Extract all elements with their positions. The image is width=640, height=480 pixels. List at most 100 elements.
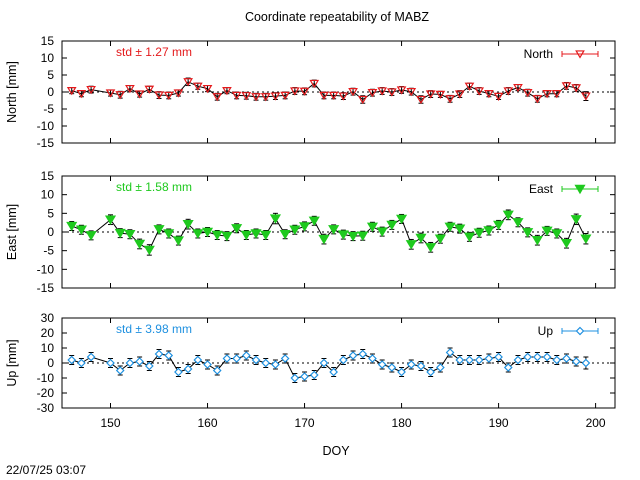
north-data-point [571, 84, 582, 93]
x-axis-label: DOY [322, 444, 350, 458]
east-data-point [386, 220, 398, 231]
east-data-point [580, 234, 592, 244]
north-data-point [212, 93, 223, 102]
east-data-point [541, 226, 553, 237]
east-y-tick-label: 5 [47, 206, 54, 220]
east-data-point [531, 236, 543, 246]
up-data-point [465, 355, 474, 365]
north-legend-marker [575, 50, 585, 59]
up-y-tick-label: 20 [41, 326, 55, 340]
east-data-point [522, 228, 534, 238]
east-data-point [337, 230, 349, 240]
north-data-point [338, 92, 349, 101]
east-data-point [308, 216, 320, 227]
up-data-point [125, 358, 135, 368]
up-legend-label: Up [538, 324, 554, 338]
up-data-point [300, 372, 309, 381]
east-data-point [279, 230, 291, 240]
panel-east: 15 10 5 0 -5 -10 -15 East [mm] std ± 1.58 mm East [5, 169, 616, 295]
up-data-point [397, 367, 406, 377]
chart-title: Coordinate repeatability of MABZ [245, 10, 429, 24]
east-data-point [75, 225, 87, 235]
up-data-point [494, 352, 503, 362]
east-y-tick-label: -5 [43, 244, 54, 258]
up-data-point [77, 358, 86, 368]
east-data-point [415, 233, 427, 244]
east-data-point [153, 225, 165, 235]
north-data-point [241, 92, 252, 101]
north-data-point [406, 88, 417, 97]
up-data-point [387, 363, 397, 372]
up-data-point [348, 351, 358, 360]
east-data-point [434, 234, 446, 244]
north-data-point [163, 91, 174, 101]
east-data-point [143, 245, 155, 256]
east-data-point [512, 218, 524, 228]
east-data-point [85, 231, 97, 241]
up-y-tick-label: 0 [47, 356, 54, 370]
north-y-tick-label: 10 [41, 51, 55, 65]
east-data-point [250, 229, 262, 239]
north-data-point [493, 92, 504, 102]
up-data-point [406, 360, 416, 369]
up-data-point [562, 354, 571, 363]
east-data-point [328, 225, 340, 235]
east-y-axis-label: East [mm] [5, 204, 19, 260]
x-tick-label: 170 [295, 416, 315, 430]
east-y-tick-label: 10 [41, 188, 55, 202]
up-legend-marker [575, 326, 585, 336]
east-data-point [493, 220, 505, 231]
north-y-axis-label: North [mm] [5, 61, 19, 123]
north-data-point [134, 90, 145, 99]
east-data-point [560, 239, 573, 249]
north-data-point [231, 91, 242, 101]
north-data-point [484, 90, 494, 99]
up-data-point [203, 360, 212, 369]
east-data-point [357, 231, 369, 241]
up-data-point [164, 351, 174, 360]
up-data-point [193, 355, 203, 365]
east-data-point [201, 227, 214, 238]
up-data-point [67, 355, 77, 365]
north-data-point [377, 87, 388, 96]
up-data-point [484, 354, 494, 363]
up-data-point [474, 355, 484, 365]
up-y-axis-label: Up [mm] [5, 339, 19, 386]
up-y-tick-label: -10 [37, 371, 55, 385]
up-data-point [523, 352, 533, 362]
north-data-point [445, 95, 455, 104]
north-y-tick-label: -5 [43, 102, 54, 116]
east-data-point [240, 230, 252, 241]
up-data-point [581, 358, 591, 368]
north-data-point [251, 93, 261, 102]
east-data-point [570, 215, 582, 225]
up-data-point [241, 351, 251, 360]
up-y-tick-label: -20 [37, 386, 55, 400]
north-data-point [86, 85, 96, 95]
east-data-point [260, 230, 272, 241]
up-data-point [319, 358, 329, 368]
up-data-point [106, 358, 115, 368]
north-data-point [551, 90, 562, 99]
up-data-point [271, 360, 280, 369]
up-data-point [174, 367, 183, 377]
up-data-point [329, 367, 338, 377]
north-y-tick-label: 0 [47, 85, 54, 99]
north-y-tick-label: -15 [37, 136, 55, 150]
north-data-point [183, 78, 193, 87]
north-data-point [503, 87, 514, 96]
east-data-point [396, 214, 408, 225]
east-legend-label: East [529, 182, 554, 196]
up-data-point [445, 348, 455, 357]
up-data-point [232, 354, 241, 363]
north-data-point [532, 95, 543, 104]
x-tick-label: 200 [586, 416, 606, 430]
north-data-point [192, 82, 203, 91]
north-data-point [144, 85, 155, 94]
east-data-point [182, 219, 194, 230]
x-tick-label: 150 [100, 416, 120, 430]
east-data-point [104, 215, 117, 225]
up-data-point [222, 354, 232, 363]
